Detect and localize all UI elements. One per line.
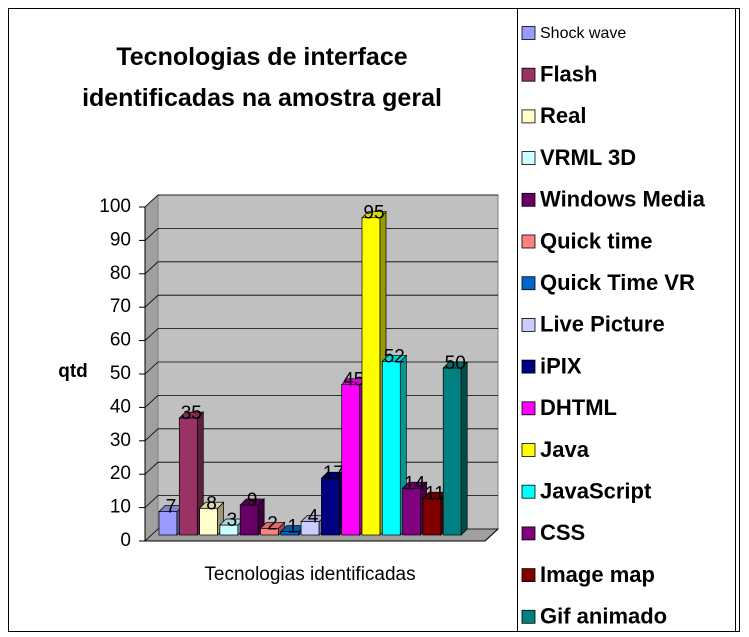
- bar-front: [321, 477, 340, 536]
- bar-front: [361, 217, 381, 536]
- y-tick-label: 0: [120, 530, 131, 551]
- legend-swatch: [521, 26, 536, 40]
- legend-box: [517, 8, 736, 632]
- bar: [259, 521, 286, 536]
- data-label: 11: [425, 483, 445, 504]
- y-tick-label: 10: [110, 497, 131, 518]
- legend-label: Real: [540, 103, 586, 128]
- legend-swatch: [521, 109, 536, 124]
- bar-front: [402, 487, 421, 536]
- legend-swatch: [521, 526, 536, 541]
- legend: Shock wave Flash Real VRML 3D Windows Media Q…: [521, 25, 706, 629]
- legend-label: Gif animado: [540, 604, 667, 629]
- legend-label: DHTML: [540, 395, 617, 420]
- bar-top: [442, 361, 469, 369]
- legend-label: Live Picture: [540, 312, 665, 337]
- legend-label: Quick Time VR: [540, 270, 695, 295]
- grid-line: [144, 194, 498, 208]
- y-tick-label: 90: [110, 229, 131, 250]
- bar-top: [361, 211, 387, 219]
- data-label: 3: [227, 510, 238, 531]
- bar-front: [178, 417, 198, 536]
- legend-swatch: [521, 484, 536, 499]
- legend-swatch: [521, 317, 536, 332]
- data-label: 1: [288, 517, 299, 538]
- legend-swatch: [521, 67, 536, 82]
- y-tick-label: 30: [110, 430, 131, 451]
- x-axis-depth: [484, 528, 499, 542]
- legend-label: Flash: [540, 62, 597, 87]
- legend-swatch: [521, 151, 536, 166]
- legend-label: Image map: [540, 562, 655, 587]
- bar-top: [178, 411, 205, 419]
- legend-swatch: [521, 568, 536, 582]
- legend-swatch: [521, 234, 536, 249]
- bar-front: [442, 367, 462, 536]
- bar-side: [460, 361, 468, 536]
- chart-title: Tecnologias de interface identificadas na…: [82, 43, 442, 112]
- data-label: 45: [343, 370, 364, 391]
- legend-swatch: [521, 609, 536, 624]
- bar-top: [259, 521, 286, 529]
- legend-label: iPIX: [540, 353, 582, 378]
- bar-top: [198, 501, 225, 509]
- data-label: 8: [206, 493, 217, 514]
- legend-swatch: [521, 359, 536, 374]
- y-tick-label: 20: [110, 463, 131, 484]
- x-tick-label: Tecnologias identificadas: [204, 564, 415, 585]
- y-tick-label: 100: [99, 196, 131, 217]
- legend-label: VRML 3D: [540, 145, 636, 170]
- bar: [178, 411, 205, 536]
- legend-swatch: [521, 401, 536, 416]
- data-label: 17: [323, 463, 344, 484]
- bar-front: [381, 360, 401, 536]
- legend-label: CSS: [540, 520, 585, 545]
- data-label: 95: [363, 203, 384, 224]
- legend-label: Windows Media: [540, 187, 706, 212]
- legend-label: Java: [540, 437, 590, 462]
- data-label: 52: [384, 346, 405, 367]
- y-tick-label: 80: [110, 263, 131, 284]
- bar-front: [341, 384, 361, 536]
- bar-top: [239, 498, 266, 506]
- bar-top: [381, 354, 408, 362]
- data-label: 7: [166, 497, 177, 518]
- data-label: 50: [445, 353, 466, 374]
- y-tick-label: 60: [110, 330, 131, 351]
- y-tick-label: 70: [110, 296, 131, 317]
- legend-label: Quick time: [540, 228, 652, 253]
- legend-label: Shock wave: [540, 25, 626, 42]
- data-label: 9: [247, 490, 258, 511]
- data-label: 35: [181, 403, 202, 424]
- bar-top: [401, 481, 428, 489]
- legend-swatch: [521, 192, 536, 207]
- legend-label: JavaScript: [540, 479, 652, 504]
- data-label: 4: [308, 507, 319, 528]
- data-label: 14: [404, 473, 426, 494]
- data-label: 2: [267, 513, 278, 534]
- y-tick-label: 40: [110, 396, 131, 417]
- y-tick-label: 50: [110, 363, 131, 384]
- y-axis-label: qtd: [58, 361, 88, 382]
- legend-swatch: [521, 443, 536, 457]
- legend-swatch: [521, 276, 536, 291]
- bar: [442, 361, 469, 536]
